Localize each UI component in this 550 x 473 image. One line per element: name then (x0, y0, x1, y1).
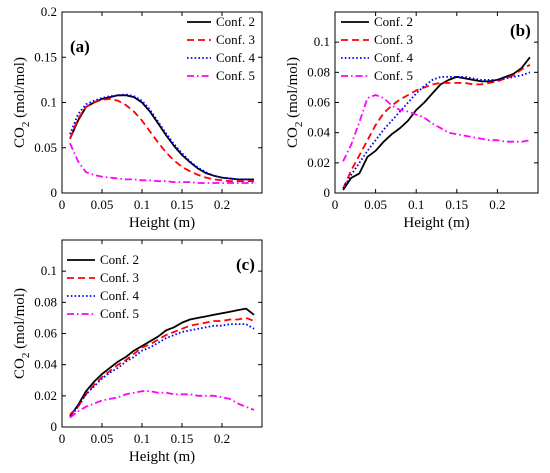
panel-label: (a) (70, 37, 90, 56)
y-tick-label: 0.06 (34, 326, 57, 341)
legend-entry: Conf. 2 (100, 252, 139, 267)
x-tick-label: 0.2 (489, 197, 505, 212)
series-line-conf-2 (342, 56, 531, 191)
legend-entry: Conf. 2 (374, 14, 413, 29)
y-tick-label: 0.08 (307, 64, 330, 79)
series-line-conf-5 (69, 390, 255, 419)
legend-entry: Conf. 5 (100, 306, 139, 321)
x-tick-label: 0 (332, 197, 339, 212)
series-line-conf-2 (69, 307, 255, 417)
y-tick-label: 0 (324, 185, 331, 200)
x-tick-label: 0.1 (408, 197, 424, 212)
series-line-conf-4 (69, 323, 255, 419)
series-line-conf-5 (69, 142, 254, 184)
x-axis-label: Height (m) (129, 449, 195, 465)
y-tick-label: 0.2 (41, 4, 57, 19)
legend-entry: Conf. 4 (216, 50, 256, 65)
series-line-conf-3 (69, 98, 254, 183)
y-axis-label: CO2 (mol/mol) (12, 57, 32, 148)
x-tick-label: 0.05 (91, 197, 114, 212)
series-line-conf-4 (342, 71, 531, 189)
series-line-conf-3 (342, 64, 531, 189)
chart-panel-2: 0 0.05 0.1 0.15 0.2 0 0.02 0.04 0.06 0.08 0.1 Heigh… (285, 11, 539, 231)
legend-entry: Conf. 3 (216, 32, 255, 47)
chart-panel-1: 0 0.05 0.1 0.15 0.2 0 0.05 0.1 0.15 0.2 Height (m)… (12, 4, 263, 231)
y-tick-label: 0 (51, 419, 58, 434)
series-line-conf-3 (69, 316, 255, 416)
x-tick-label: 0.1 (134, 197, 150, 212)
legend-entry: Conf. 2 (216, 14, 255, 29)
series-line-conf-5 (342, 94, 531, 162)
legend-entry: Conf. 3 (374, 32, 413, 47)
x-tick-label: 0.15 (445, 197, 468, 212)
x-tick-label: 0.15 (171, 431, 194, 446)
x-tick-label: 0 (59, 197, 66, 212)
series-line-conf-4 (69, 93, 254, 181)
panel-label: (b) (510, 21, 531, 40)
legend-entry: Conf. 5 (374, 68, 413, 83)
y-tick-label: 0.04 (307, 125, 330, 140)
y-tick-label: 0.05 (34, 140, 57, 155)
x-tick-label: 0.2 (214, 197, 230, 212)
y-tick-label: 0.1 (41, 95, 57, 110)
y-axis-label: CO2 (mol/mol) (12, 288, 32, 379)
legend-entry: Conf. 4 (100, 288, 140, 303)
x-tick-label: 0.05 (91, 431, 114, 446)
legend-entry: Conf. 5 (216, 68, 255, 83)
y-tick-label: 0.1 (314, 34, 330, 49)
y-tick-label: 0.02 (307, 155, 330, 170)
x-tick-label: 0.15 (171, 197, 194, 212)
x-axis-label: Height (m) (129, 215, 195, 231)
x-axis-label: Height (m) (403, 215, 469, 231)
x-tick-label: 0 (59, 431, 66, 446)
x-tick-label: 0.05 (364, 197, 387, 212)
y-axis-label: CO2 (mol/mol) (285, 57, 305, 148)
chart-panel-3: 0 0.05 0.1 0.15 0.2 0 0.02 0.04 0.06 0.08 0.1 Heigh… (12, 239, 263, 465)
y-tick-label: 0.1 (41, 263, 57, 278)
panel-label: (c) (236, 255, 255, 274)
y-tick-label: 0.02 (34, 388, 57, 403)
legend-entry: Conf. 3 (100, 270, 139, 285)
legend-entry: Conf. 4 (374, 50, 414, 65)
series-line-conf-2 (69, 94, 254, 181)
x-tick-label: 0.1 (134, 431, 150, 446)
y-tick-label: 0.04 (34, 357, 57, 372)
y-tick-label: 0 (51, 185, 58, 200)
x-tick-label: 0.2 (214, 431, 230, 446)
y-tick-label: 0.06 (307, 95, 330, 110)
y-tick-label: 0.15 (34, 49, 57, 64)
y-tick-label: 0.08 (34, 294, 57, 309)
